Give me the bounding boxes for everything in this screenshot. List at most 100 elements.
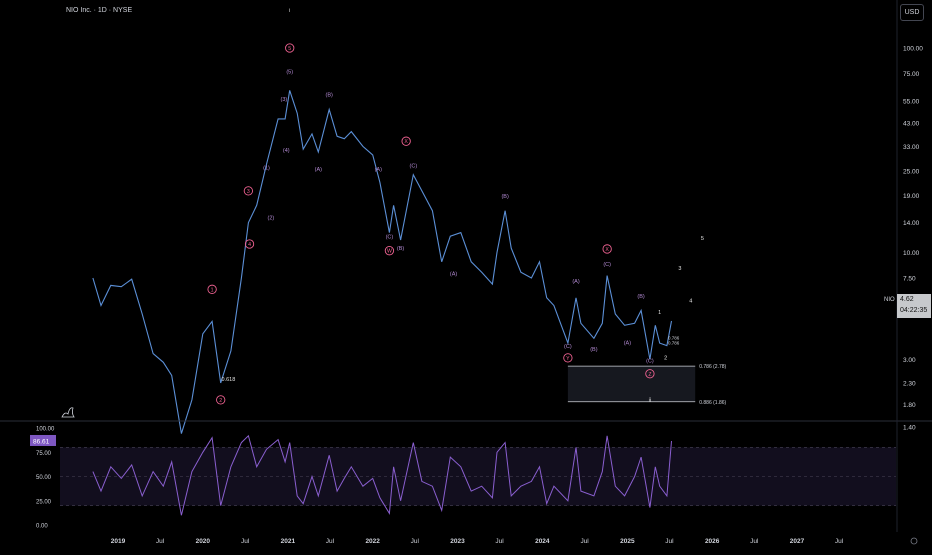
last-price: 4.62 [900,296,914,303]
wave-marker-circle [384,246,395,256]
price-tick-label: 100.00 [903,46,923,53]
wave-label: (4) [283,148,290,154]
wave-label: (C) [410,164,418,170]
price-tick-label: 14.00 [903,220,920,227]
wave-count-label: 1 [658,310,661,316]
wave-marker-label: 3 [247,189,250,195]
wave-count-label: 4 [689,298,692,304]
wave-count-label: ii [649,397,651,403]
price-tick-label: 1.80 [903,402,916,409]
wave-label: (A) [315,167,323,173]
wave-marker-circle [563,353,573,363]
wave-marker-circle [602,244,612,254]
price-tick-label: 25.00 [903,169,920,176]
gear-icon [910,537,918,545]
wave-marker-label: X [605,247,609,253]
wave-label: (C) [564,344,572,350]
wave-label: (A) [624,340,632,346]
time-tick-label: 2022 [365,538,380,545]
time-tick-label: Jul [156,538,165,545]
dinosaur-icon [61,407,75,418]
wave-marker-label: 2 [219,398,222,404]
wave-label: (2) [268,215,275,221]
wave-label: (B) [397,246,405,252]
wave-marker-label: X [404,139,408,145]
wave-marker-circle [244,239,255,249]
price-tick-label: 1.40 [903,425,916,432]
price-tick-label: 3.00 [903,357,916,364]
time-tick-label: 2020 [196,538,211,545]
wave-marker-label: 4 [248,242,251,248]
wave-count-label: i [289,8,290,14]
time-tick-label: Jul [495,538,504,545]
time-tick-label: Jul [665,538,674,545]
wave-label: (B) [326,92,334,98]
level-label: 0.786 [668,336,680,341]
wave-label: (A) [572,279,580,285]
wave-marker-circle [216,395,226,405]
price-tick-label: 10.00 [903,250,920,257]
time-axis[interactable]: 2019 Jul 2020 Jul 2021 Jul 2022 Jul 2023 Jul 2024 J… [111,537,918,545]
time-tick-label: 2027 [790,538,805,545]
wave-label: (C) [646,358,654,364]
wave-count-label: 3 [678,266,681,272]
wave-marker-label: Y [566,356,570,362]
time-tick-label: 2024 [535,538,550,545]
time-tick-label: Jul [835,538,844,545]
wave-count-label: 5 [701,236,704,242]
price-tick-label: 33.00 [903,144,920,151]
wave-annotations: 0.786 (2.78) 0.886 (1.86) (1) (2) (3) (4) (5) (… [61,8,727,418]
wave-label: (C) [603,262,611,268]
time-tick-label: Jul [580,538,589,545]
wave-marker-circle [207,284,217,294]
wave-marker-circle [401,136,411,146]
symbol-title[interactable]: NIO Inc. · 1D · NYSE [66,7,133,14]
price-tick-label: 2.30 [903,380,916,387]
rsi-pane[interactable] [0,420,932,516]
time-tick-label: Jul [750,538,759,545]
wave-marker-label: Z [648,372,651,378]
currency-button[interactable]: USD [900,4,924,21]
wave-label: (1) [263,165,270,171]
wave-marker-circle [243,186,254,196]
rsi-series-line [92,434,672,516]
time-tick-label: 2023 [450,538,465,545]
rsi-value-label: 86.61 [33,438,50,445]
wave-marker-circle [285,43,295,53]
wave-label: (B) [501,194,509,200]
time-tick-label: Jul [241,538,250,545]
rsi-axis[interactable]: 100.00 75.00 50.00 25.00 0.00 86.61 [30,427,56,530]
symbol-price-tag: NIO [884,297,895,303]
wave-label: (B) [637,294,645,300]
time-tick-label: Jul [326,538,335,545]
time-tick-label: 2025 [620,538,635,545]
last-price-badge: 4.62 04:22:35 [897,294,931,318]
rsi-tick-label: 25.00 [36,499,52,505]
bar-countdown: 04:22:35 [900,307,928,314]
rsi-tick-label: 100.00 [36,427,55,433]
level-label: 0.786 [668,340,680,345]
price-tick-label: 7.50 [903,275,916,282]
rsi-tick-label: 50.00 [36,475,52,481]
dinosaur-icon-path [61,407,75,418]
rsi-tick-label: 75.00 [36,451,52,457]
wave-label: (B) [590,347,598,353]
fib-level-label: 0.786 (2.78) [699,364,726,370]
wave-label: (3) [281,97,288,103]
wave-marker-label: 5 [288,46,291,52]
price-tick-label: 19.00 [903,193,920,200]
price-tick-label: 55.00 [903,99,920,106]
wave-marker-label: 1 [211,287,214,293]
wave-count-label: 0.618 [221,377,235,383]
wave-label: (5) [286,70,293,76]
wave-marker-label: W [387,249,392,255]
rsi-value-badge [30,434,56,446]
price-tick-label: 75.00 [903,71,920,78]
price-series-line [92,90,673,434]
price-axis[interactable]: 100.00 75.00 55.00 43.00 33.00 25.00 19.00 14.0… [896,0,923,532]
time-tick-label: 2021 [281,538,296,545]
price-pane[interactable] [92,90,696,434]
time-tick-label: 2026 [705,538,720,545]
